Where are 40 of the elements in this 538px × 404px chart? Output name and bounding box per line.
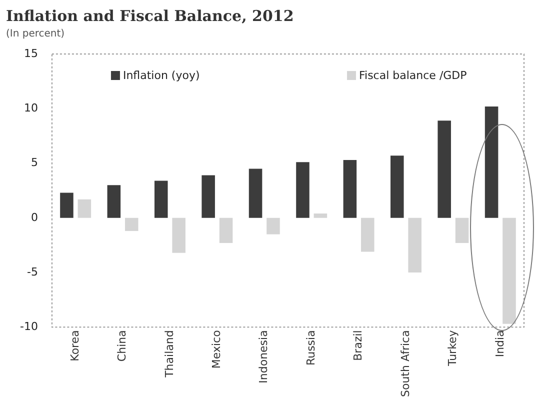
bar xyxy=(296,162,310,218)
y-tick-label: -5 xyxy=(27,265,38,278)
x-tick-label: India xyxy=(493,330,506,358)
x-tick-label: Brazil xyxy=(352,330,365,361)
bar xyxy=(107,185,121,218)
chart-subtitle: (In percent) xyxy=(6,28,65,40)
x-tick-label: Mexico xyxy=(210,330,224,369)
x-tick-label: Thailand xyxy=(162,330,176,378)
chart-title: Inflation and Fiscal Balance, 2012 xyxy=(6,6,294,25)
bar xyxy=(484,106,498,218)
bar xyxy=(361,218,374,252)
bar xyxy=(408,218,422,273)
x-tick-label: China xyxy=(116,330,129,362)
bar xyxy=(219,218,233,244)
bar xyxy=(172,218,186,253)
x-tick-label: Russia xyxy=(304,330,318,366)
bar xyxy=(343,160,357,218)
x-tick-label: Indonesia xyxy=(257,330,270,384)
bar xyxy=(455,218,469,244)
bar xyxy=(502,218,516,324)
x-tick-label: South Africa xyxy=(398,330,412,398)
y-tick-label: 5 xyxy=(30,156,38,170)
y-tick-label: 10 xyxy=(24,101,38,114)
bar xyxy=(60,192,74,218)
bar xyxy=(154,180,168,218)
y-tick-label: 0 xyxy=(30,210,38,224)
bar xyxy=(390,156,404,218)
bar xyxy=(202,175,215,218)
bar xyxy=(124,218,138,232)
bar xyxy=(438,120,451,218)
bar xyxy=(266,218,280,234)
y-tick-label: 15 xyxy=(24,46,38,60)
x-tick-label: Korea xyxy=(68,330,82,362)
bar xyxy=(314,214,328,218)
bar xyxy=(78,199,92,218)
legend-label: Fiscal balance /GDP xyxy=(358,68,468,82)
bar xyxy=(248,168,262,218)
legend-label: Inflation (yoy) xyxy=(122,68,200,82)
y-tick-label: -10 xyxy=(20,320,38,334)
x-tick-label: Turkey xyxy=(446,330,460,367)
